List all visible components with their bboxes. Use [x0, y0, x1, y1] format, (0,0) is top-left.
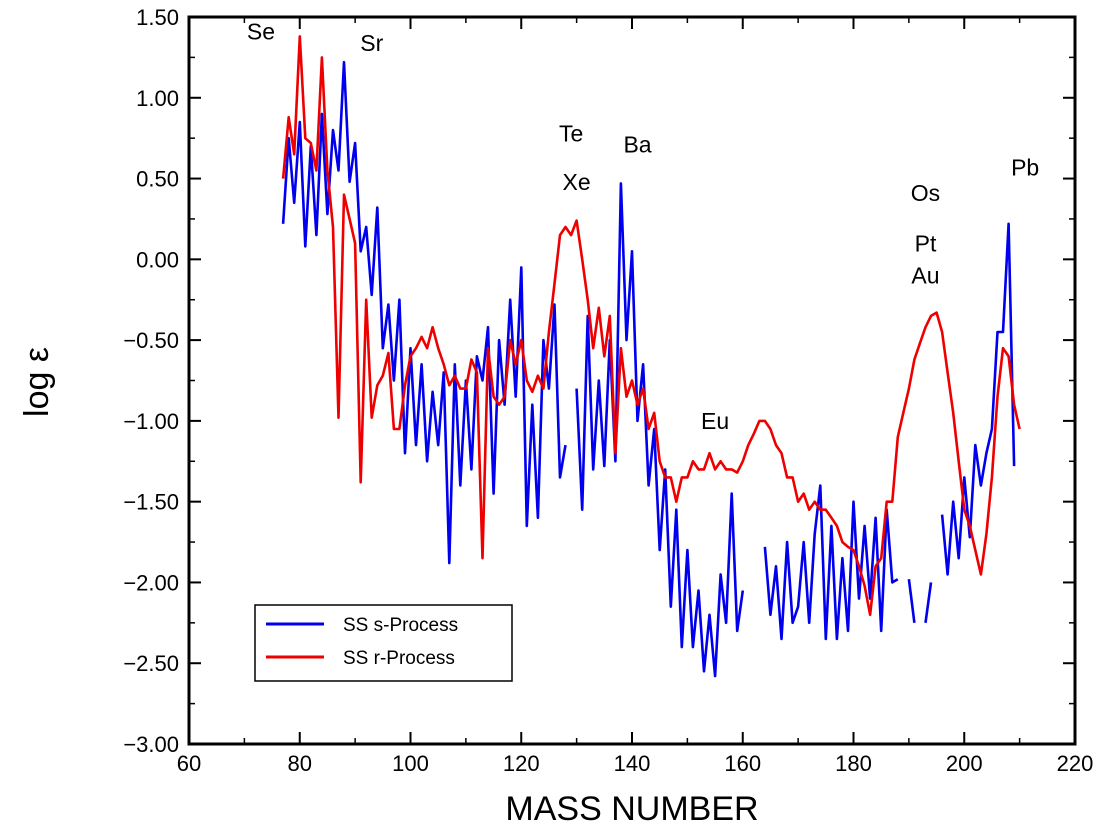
series-line-segment	[763, 484, 899, 641]
series-line-segment	[924, 582, 933, 623]
element-label-eu: Eu	[701, 408, 729, 434]
legend: SS s-Process SS r-Process	[254, 604, 513, 682]
x-tick-label: 140	[614, 751, 651, 776]
element-annotations: Se Sr Te Xe Ba Eu Os Pt Au Pb	[247, 19, 1039, 434]
element-label-te: Te	[559, 120, 583, 146]
y-tick-label: −2.00	[123, 570, 179, 595]
y-tick-label: −0.50	[123, 328, 179, 353]
element-label-au: Au	[911, 263, 939, 289]
x-tick-label: 120	[503, 751, 540, 776]
y-tick-label: −2.50	[123, 651, 179, 676]
element-label-ba: Ba	[623, 132, 651, 158]
y-axis-title: log ε	[18, 347, 56, 417]
legend-label-s-process: SS s-Process	[343, 615, 458, 636]
legend-box	[254, 604, 513, 682]
series-s-process	[281, 60, 1016, 678]
x-tick-label: 160	[724, 751, 761, 776]
y-tick-label: 0.50	[136, 167, 179, 192]
y-tick-label: 1.00	[136, 86, 179, 111]
x-tick-labels: 60 80 100 120 140 160 180 200 220	[177, 751, 1094, 776]
y-tick-label: −1.00	[123, 409, 179, 434]
x-tick-label: 100	[392, 751, 429, 776]
element-label-xe: Xe	[563, 169, 591, 195]
element-label-pb: Pb	[1011, 154, 1039, 180]
series-line-segment	[575, 182, 745, 678]
series-r-process	[281, 35, 1021, 617]
x-tick-label: 180	[835, 751, 872, 776]
y-tick-label: 1.50	[136, 5, 179, 30]
series-line-segment	[281, 60, 567, 565]
element-label-sr: Sr	[360, 30, 383, 56]
series-line-segment	[940, 222, 1016, 576]
x-axis-title: MASS NUMBER	[505, 790, 758, 828]
y-tick-label: 0.00	[136, 247, 179, 272]
y-tick-labels: 1.50 1.00 0.50 0.00 −0.50 −1.00 −1.50 −2.00 −2.5…	[123, 5, 179, 757]
series-line-segment	[907, 579, 916, 623]
x-tick-label: 80	[288, 751, 312, 776]
element-label-os: Os	[911, 180, 940, 206]
legend-label-r-process: SS r-Process	[343, 648, 455, 669]
element-label-pt: Pt	[915, 230, 937, 256]
series-line-segment	[281, 35, 1021, 617]
element-label-se: Se	[247, 19, 275, 45]
x-tick-label: 60	[177, 751, 201, 776]
x-tick-label: 220	[1057, 751, 1094, 776]
series-layer	[281, 35, 1021, 678]
y-tick-label: −1.50	[123, 490, 179, 515]
x-tick-label: 200	[946, 751, 983, 776]
axis-ticks	[188, 16, 1076, 745]
y-tick-label: −3.00	[123, 732, 179, 757]
